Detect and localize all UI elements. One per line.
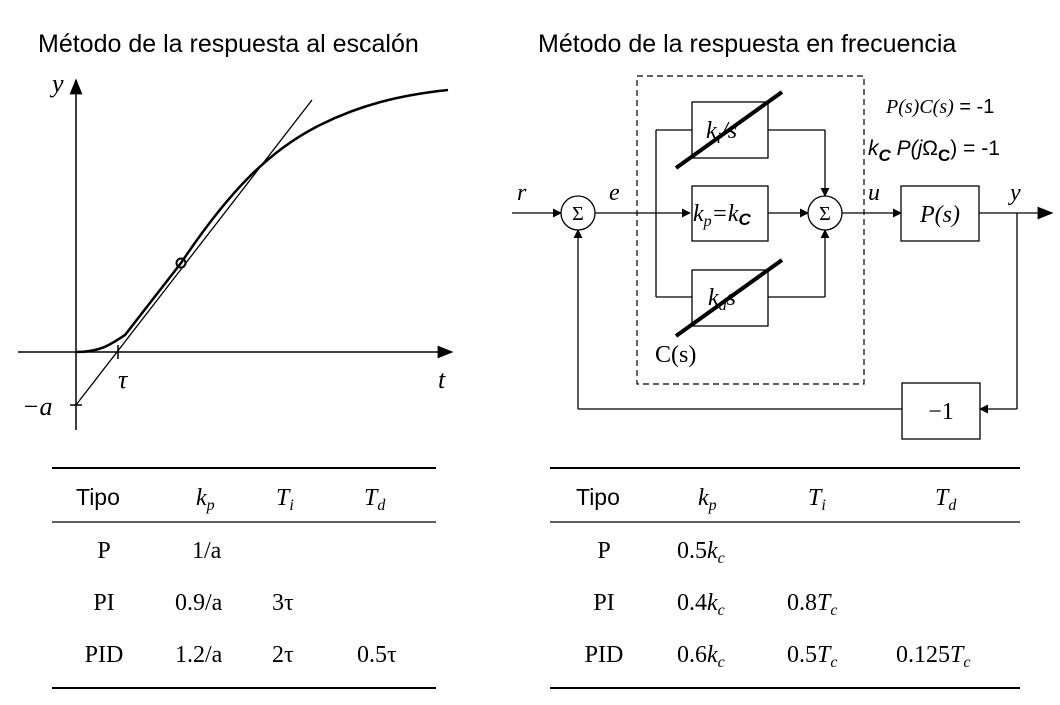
cell-kp: 0.9/a <box>175 590 223 616</box>
header-kp: kp <box>698 485 717 514</box>
inflection-point <box>175 257 187 269</box>
cell-tipo: PI <box>93 590 114 616</box>
cell-kp: 0.4kc <box>677 590 725 619</box>
cell-ti: 2τ <box>272 642 294 668</box>
table-row: PI 0.4kc 0.8Tc <box>593 590 837 619</box>
header-td: Td <box>935 485 957 514</box>
cell-kp: 0.5kc <box>677 538 725 567</box>
cell-tipo: PID <box>585 642 624 668</box>
x-axis-label: t <box>438 365 446 394</box>
equation-1: P(s)C(s) = -1 <box>885 96 994 118</box>
table-row: PID 0.6kc 0.5Tc 0.125Tc <box>585 642 971 671</box>
sum-symbol-1: Σ <box>572 203 584 225</box>
kd-strike <box>674 258 784 338</box>
tau-label: τ <box>118 365 129 394</box>
frequency-tuning-table: Tipo kp Ti Td P 0.5kc PI 0.4kc 0.8Tc PID… <box>550 467 1020 689</box>
table-row: PID 1.2/a 2τ 0.5τ <box>85 642 397 668</box>
right-title: Método de la respuesta en frecuencia <box>538 30 956 58</box>
cell-ti: 0.8Tc <box>787 590 837 619</box>
signal-y-label: y <box>1008 180 1021 206</box>
controller-label: C(s) <box>655 342 696 368</box>
cell-td: 0.125Tc <box>896 642 970 671</box>
kp-block-label: kp=kC <box>693 201 752 230</box>
step-response-curve <box>75 88 449 354</box>
sum-symbol-2: Σ <box>819 203 831 225</box>
signal-e-label: e <box>609 180 620 206</box>
controller-boundary <box>636 75 865 385</box>
header-ti: Ti <box>808 485 826 514</box>
table-row: P 1/a <box>97 538 221 564</box>
step-response-graph: y t τ −a <box>18 69 454 430</box>
header-td: Td <box>364 485 386 514</box>
header-tipo: Tipo <box>576 484 620 510</box>
block-diagram: C(s) r Σ e ki/s kp=kC kds Σ <box>512 75 1054 440</box>
cell-tipo: P <box>597 538 610 564</box>
kp-block <box>691 185 769 242</box>
left-title: Método de la respuesta al escalón <box>38 30 419 58</box>
cell-td: 0.5τ <box>357 642 397 668</box>
feedback-gain-block <box>901 382 981 440</box>
cell-tipo: PID <box>85 642 124 668</box>
table-row: PI 0.9/a 3τ <box>93 590 294 616</box>
y-axis-label: y <box>49 69 64 98</box>
header-tipo: Tipo <box>76 484 120 510</box>
step-tuning-table: Tipo kp Ti Td P 1/a PI 0.9/a 3τ PID 1.2/… <box>52 467 436 689</box>
feedback-gain-label: −1 <box>928 399 954 425</box>
table-row: P 0.5kc <box>597 538 724 567</box>
cell-tipo: P <box>97 538 110 564</box>
tangent-line <box>75 99 313 406</box>
intercept-label: −a <box>22 392 53 421</box>
equation-2: kC P(jΩC) = -1 <box>868 137 1000 165</box>
cell-ti: 0.5Tc <box>787 642 837 671</box>
plant-block <box>900 185 980 242</box>
ki-strike <box>674 90 784 170</box>
cell-ti: 3τ <box>272 590 294 616</box>
plant-label: P(s) <box>919 202 960 228</box>
header-ti: Ti <box>276 485 294 514</box>
signal-u-label: u <box>868 180 880 206</box>
cell-kp: 1/a <box>192 538 222 564</box>
signal-r-label: r <box>517 180 527 206</box>
header-kp: kp <box>196 485 215 514</box>
cell-kp: 0.6kc <box>677 642 725 671</box>
cell-kp: 1.2/a <box>175 642 223 668</box>
cell-tipo: PI <box>593 590 614 616</box>
